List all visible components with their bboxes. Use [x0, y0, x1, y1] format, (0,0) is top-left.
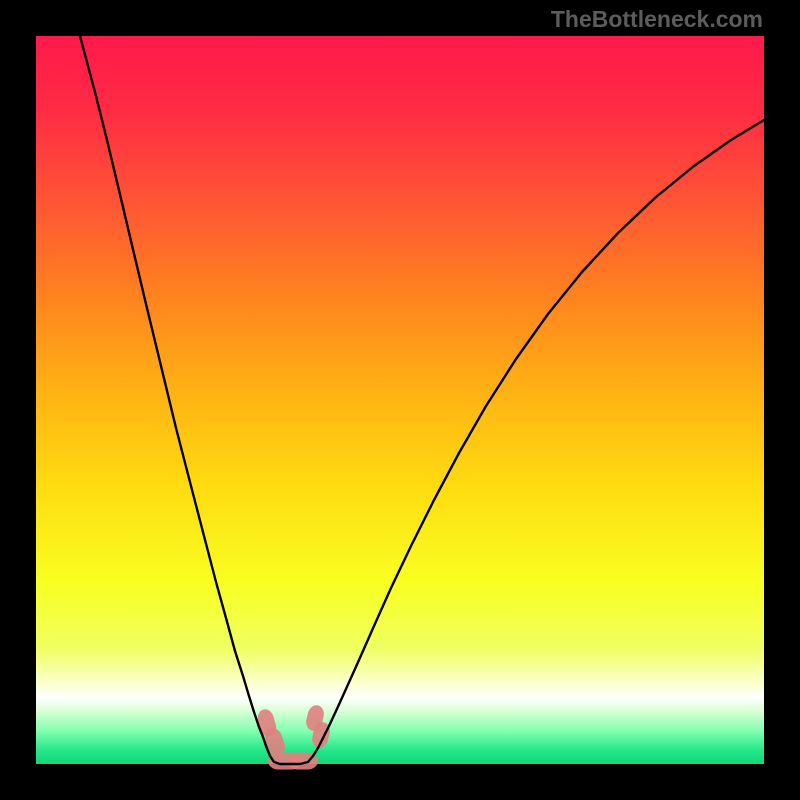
plot-area [36, 36, 764, 764]
gradient-background [36, 36, 764, 764]
chart-frame: TheBottleneck.com [0, 0, 800, 800]
watermark-text: TheBottleneck.com [551, 6, 763, 33]
chart-svg [36, 36, 764, 764]
